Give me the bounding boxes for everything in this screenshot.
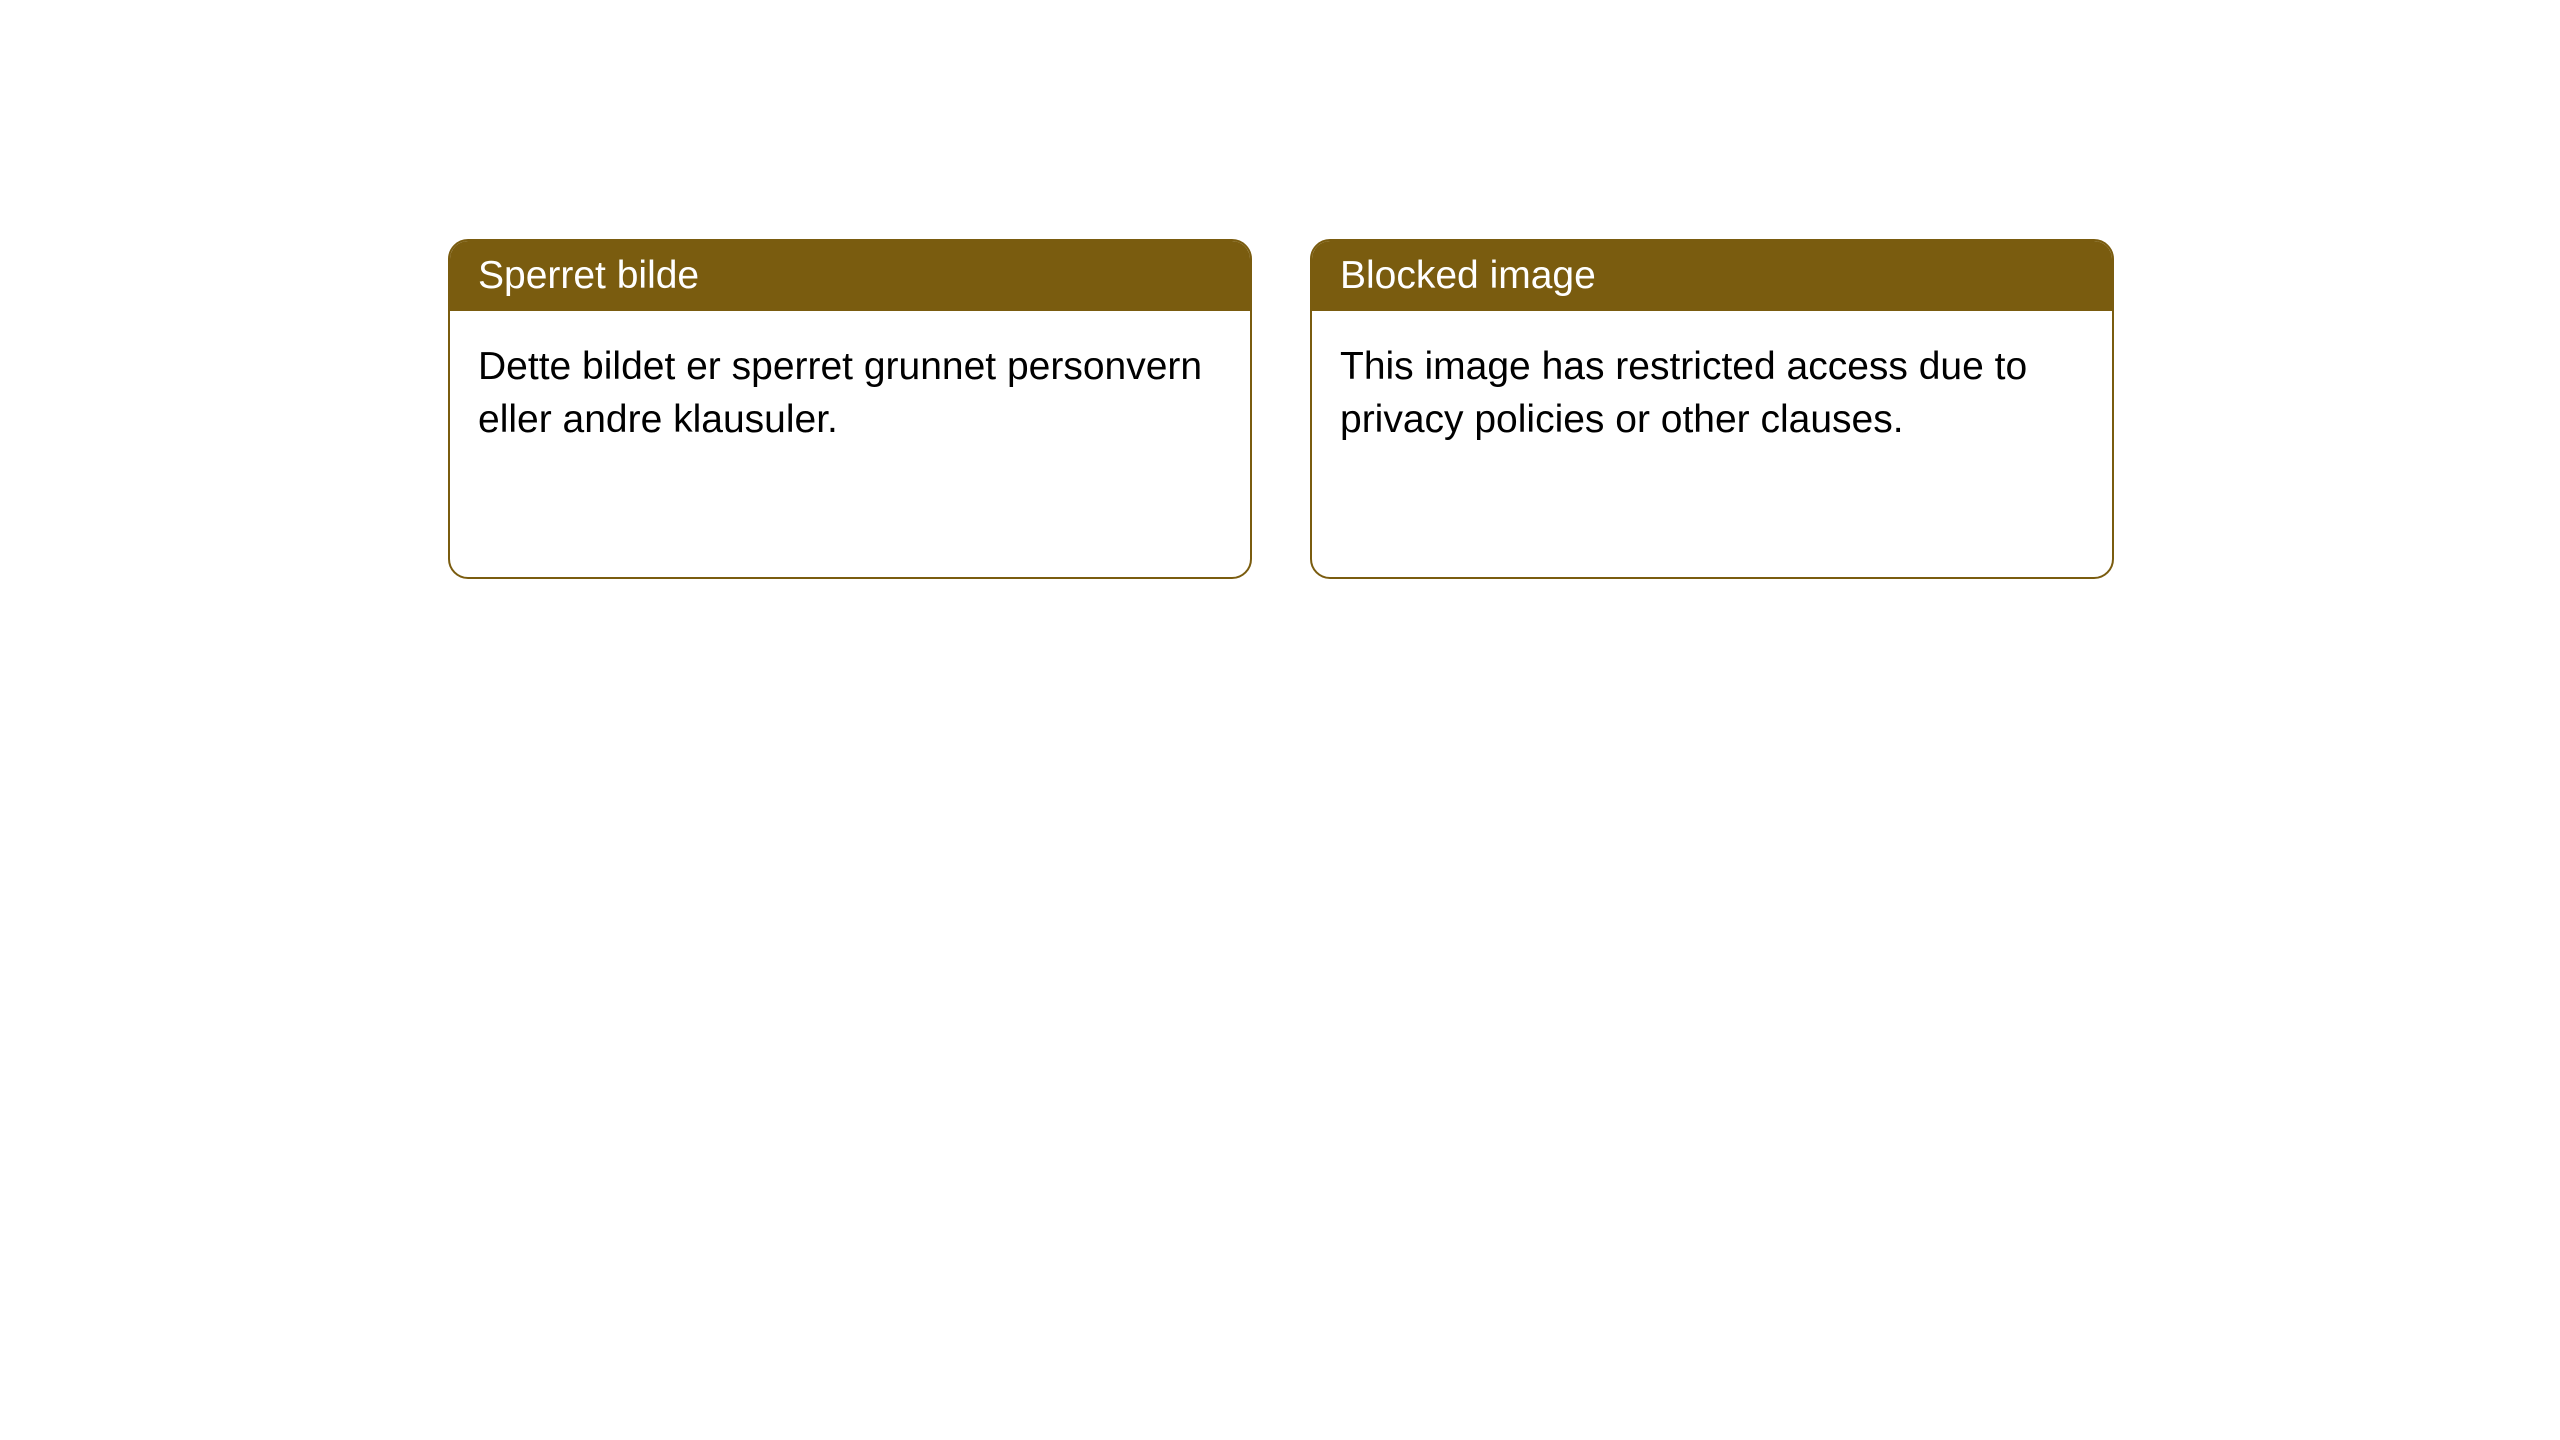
- card-title: Sperret bilde: [478, 254, 699, 297]
- blocked-image-card-norwegian: Sperret bilde Dette bildet er sperret gr…: [448, 239, 1252, 579]
- card-title: Blocked image: [1340, 254, 1596, 297]
- card-header: Blocked image: [1312, 241, 2112, 311]
- card-body: This image has restricted access due to …: [1312, 311, 2112, 476]
- card-header: Sperret bilde: [450, 241, 1250, 311]
- blocked-image-card-english: Blocked image This image has restricted …: [1310, 239, 2114, 579]
- card-body: Dette bildet er sperret grunnet personve…: [450, 311, 1250, 476]
- notice-cards-container: Sperret bilde Dette bildet er sperret gr…: [448, 239, 2114, 579]
- card-body-text: This image has restricted access due to …: [1340, 345, 2027, 441]
- card-body-text: Dette bildet er sperret grunnet personve…: [478, 345, 1202, 441]
